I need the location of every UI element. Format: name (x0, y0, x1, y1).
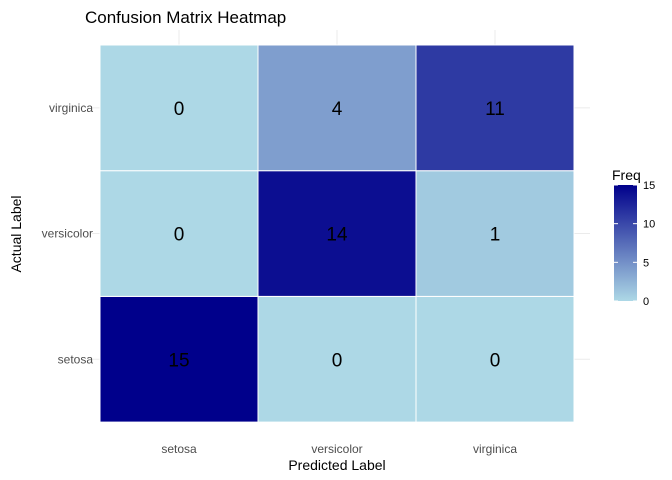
legend-ticks: 0 5 10 15 (614, 180, 655, 308)
heatmap-cell-versicolor-versicolor (257, 170, 417, 297)
y-axis-ticks: setosa versicolor virginica (42, 101, 94, 366)
y-tick-label-versicolor: versicolor (42, 227, 93, 241)
y-tick-label-setosa: setosa (58, 352, 94, 366)
cell-value-setosa-virginica: 0 (490, 350, 501, 371)
heatmap-cell-virginica-versicolor (257, 44, 417, 172)
legend-tick-label-5: 5 (643, 257, 649, 269)
cell-value-virginica-setosa: 0 (174, 99, 185, 120)
heatmap-cell-setosa-virginica (415, 295, 575, 423)
x-tick-label-setosa: setosa (161, 442, 197, 456)
legend-tick-label-10: 10 (643, 219, 655, 231)
cell-value-labels: 15 0 0 0 14 1 0 4 11 (168, 99, 504, 371)
heatmap-cell-virginica-virginica (415, 44, 575, 172)
cell-value-setosa-setosa: 15 (168, 350, 189, 371)
cell-value-versicolor-versicolor: 14 (326, 225, 348, 246)
x-tick-label-versicolor: versicolor (311, 442, 362, 456)
cell-value-virginica-virginica: 11 (485, 99, 505, 120)
legend-colorbar (614, 185, 637, 301)
cell-value-virginica-versicolor: 4 (332, 99, 343, 120)
x-axis-title: Predicted Label (288, 457, 385, 473)
legend-title: Freq (612, 167, 641, 183)
heatmap-cell-setosa-setosa (99, 295, 259, 423)
y-axis-title: Actual Label (8, 195, 24, 272)
cell-value-versicolor-setosa: 0 (174, 225, 185, 246)
legend-tick-label-15: 15 (643, 180, 655, 192)
heatmap-cell-virginica-setosa (99, 44, 259, 172)
legend: Freq 0 5 10 15 (612, 167, 655, 308)
y-tick-label-virginica: virginica (49, 101, 93, 115)
cell-value-setosa-versicolor: 0 (332, 350, 343, 371)
legend-tick-label-0: 0 (643, 296, 649, 308)
x-axis-ticks: setosa versicolor virginica (161, 442, 517, 456)
x-tick-label-virginica: virginica (473, 442, 517, 456)
heatmap-cells (99, 44, 575, 423)
cell-value-versicolor-virginica: 1 (490, 225, 501, 246)
chart-title: Confusion Matrix Heatmap (85, 8, 286, 27)
heatmap-cell-versicolor-virginica (415, 170, 575, 297)
